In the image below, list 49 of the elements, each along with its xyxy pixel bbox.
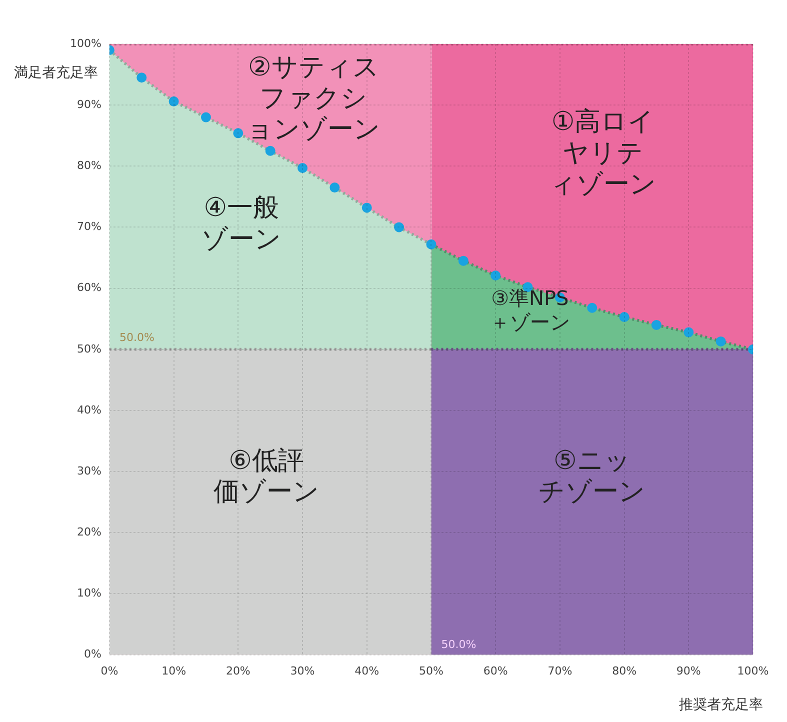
point [651,320,662,330]
y-axis-title: 満足者充足率 [14,64,98,82]
point [490,270,501,280]
y-tick-label: 70% [76,220,102,234]
point [330,182,340,193]
y-tick-label: 80% [76,159,102,172]
y-tick-label: 30% [76,464,102,478]
point [233,128,244,138]
y-tick-label: 10% [76,586,102,600]
series-label: ④一般ゾーン [201,193,282,254]
point [426,239,436,250]
x-tick-label: 60% [483,664,508,678]
x-tick-label: 90% [676,664,701,678]
annotation: 50.0% [119,330,154,344]
point [684,327,694,338]
series-label: ③準NPS＋ゾーン [490,286,570,334]
point [458,256,468,266]
series-label: ⑥低評価ゾーン [213,446,320,508]
y-tick-label: 0% [84,648,102,661]
x-tick-label: 40% [354,664,380,678]
x-tick-label: 50% [418,664,444,678]
point [265,146,276,156]
point [136,72,147,83]
y-tick-label: 90% [76,98,102,111]
series-label: ⑤ニッチゾーン [538,446,646,508]
point [619,312,630,322]
x-tick-label: 20% [226,664,250,678]
x-tick-label: 100% [737,664,769,678]
point [716,336,726,346]
x-tick-label: 0% [100,664,118,678]
x-tick-label: 80% [612,664,637,678]
series-label: ①高ロイヤリティゾーン [549,107,656,200]
x-tick-label: 10% [162,664,186,678]
point [362,202,372,213]
y-tick-label: 50% [76,342,102,356]
point [587,302,598,313]
point [200,112,211,122]
x-tick-label: 30% [290,664,315,678]
y-tick-label: 60% [76,281,102,294]
y-tick-label: 20% [76,526,102,538]
x-tick-label: 70% [548,664,572,678]
annotation: 50.0% [441,638,476,652]
y-tick-label: 100% [70,36,102,50]
y-tick-label: 40% [76,403,102,416]
x-axis-title: 推奨者充足率 [679,696,763,714]
series-label: ②サティスファクションゾーン [246,52,381,145]
point [298,162,308,173]
point [394,222,404,232]
point [168,96,179,106]
